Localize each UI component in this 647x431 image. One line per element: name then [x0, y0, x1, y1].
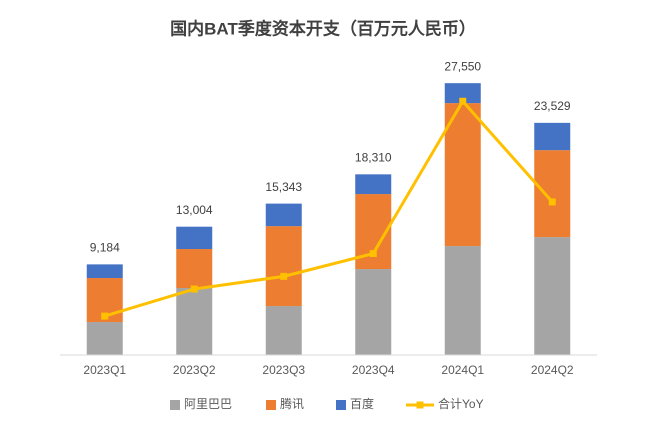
bar-segment — [265, 226, 302, 307]
line-marker — [369, 250, 377, 258]
bar-segment — [265, 306, 302, 355]
x-tick-label: 2023Q3 — [262, 363, 305, 377]
legend-swatch — [336, 400, 346, 410]
bar-segment — [176, 226, 213, 250]
legend-label: 百度 — [350, 396, 374, 411]
bar-segment — [355, 269, 392, 355]
x-tick-label: 2023Q4 — [352, 363, 395, 377]
line-marker — [190, 285, 198, 293]
x-tick-label: 2024Q1 — [441, 363, 484, 377]
line-marker — [101, 312, 109, 320]
bar-segment — [444, 103, 481, 247]
line-series — [104, 98, 554, 318]
legend-swatch — [170, 400, 180, 410]
x-tick-label: 2024Q2 — [531, 363, 574, 377]
legend-swatch — [266, 400, 276, 410]
line-marker — [280, 272, 288, 280]
line-marker — [548, 198, 556, 206]
bar-segment — [355, 174, 392, 195]
total-label: 23,529 — [534, 99, 571, 113]
x-tick-label: 2023Q2 — [173, 363, 216, 377]
chart-title: 国内BAT季度资本开支（百万元人民币） — [170, 18, 476, 38]
total-label: 15,343 — [265, 180, 302, 194]
bar-segment — [176, 288, 213, 355]
bar-segment — [265, 203, 302, 227]
bar-segment — [534, 237, 571, 355]
bar-segment — [86, 322, 123, 355]
total-label: 18,310 — [355, 151, 392, 165]
bar-segment — [86, 264, 123, 279]
bar-segment — [444, 246, 481, 355]
total-label: 27,550 — [444, 59, 481, 73]
bar-segment — [176, 249, 213, 289]
line-marker — [459, 97, 467, 105]
legend-swatch — [416, 401, 424, 409]
bar-segment — [534, 150, 571, 238]
bar-segment — [534, 122, 571, 151]
legend-label: 合计YoY — [438, 396, 484, 411]
total-label: 13,004 — [176, 203, 213, 217]
legend-label: 腾讯 — [280, 396, 304, 411]
bar-segment — [444, 83, 481, 104]
legend-label: 阿里巴巴 — [184, 397, 232, 411]
x-tick-label: 2023Q1 — [83, 363, 126, 377]
total-label: 9,184 — [90, 241, 120, 255]
